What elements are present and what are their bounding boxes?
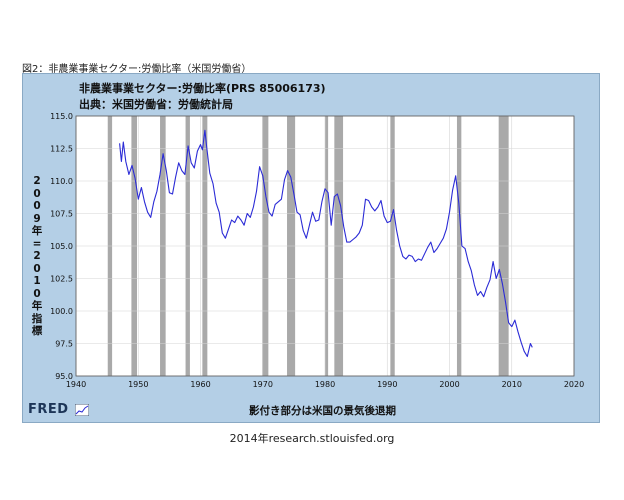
figure-caption: 図2：非農業事業セクター:労働比率（米国労働省）	[22, 64, 252, 75]
chart-title: 非農業事業セクター:労働比率(PRS 85006173)	[79, 82, 326, 95]
x-tick-label: 1960	[190, 380, 210, 389]
fred-logo-chart-icon	[75, 404, 89, 416]
y-tick-label: 100.0	[50, 307, 73, 316]
fred-logo: FRED	[28, 402, 69, 417]
y-tick-label: 95.0	[55, 372, 73, 381]
y-tick-label: 97.5	[55, 340, 73, 349]
y-axis-label: 2009年=2010年指標	[31, 175, 43, 337]
y-tick-label: 110.0	[50, 177, 73, 186]
y-tick-label: 107.5	[50, 210, 73, 219]
y-tick-label: 105.0	[50, 242, 73, 251]
y-tick-label: 115.0	[50, 112, 73, 121]
plot-border	[75, 115, 575, 377]
x-axis-label: 影付き部分は米国の景気後退期	[249, 405, 396, 417]
chart-subtitle: 出典：米国労働省：労働統計局	[79, 98, 233, 111]
y-tick-label: 112.5	[50, 145, 73, 154]
x-tick-label: 1970	[253, 380, 273, 389]
x-tick-label: 1980	[315, 380, 335, 389]
series-line	[119, 129, 533, 358]
source-note: 2014年research.stlouisfed.org	[229, 432, 395, 445]
x-tick-label: 1950	[128, 380, 148, 389]
x-tick-label: 2010	[502, 380, 522, 389]
x-tick-label: 2020	[564, 380, 584, 389]
x-tick-label: 1990	[377, 380, 397, 389]
y-tick-label: 102.5	[50, 275, 73, 284]
x-tick-label: 2000	[439, 380, 459, 389]
x-tick-label: 1940	[66, 380, 86, 389]
